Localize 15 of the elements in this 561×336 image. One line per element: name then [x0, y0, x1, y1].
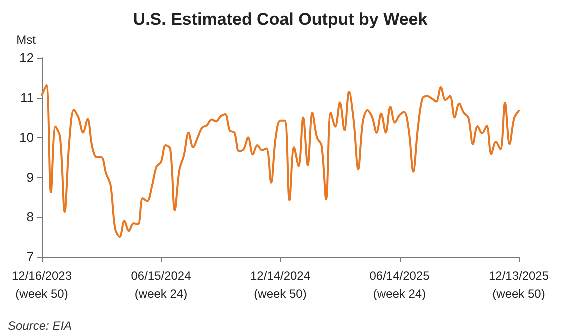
- x-tick-label: 12/13/2025 (week 50): [488, 269, 550, 301]
- x-tick-label: 12/16/2023 (week 50): [12, 269, 72, 301]
- y-tick-label: 11: [20, 90, 34, 106]
- y-axis-title: Mst: [16, 33, 37, 47]
- x-tick-label: 12/14/2024 (week 50): [250, 269, 311, 301]
- source-note: Source: EIA: [8, 319, 72, 333]
- x-tick-label: 06/14/2025 (week 24): [370, 269, 430, 301]
- x-tick-label: 06/15/2024 (week 24): [131, 269, 192, 301]
- y-tick-label: 12: [20, 50, 34, 66]
- y-tick-label: 8: [26, 210, 34, 225]
- line-series: [41, 84, 520, 238]
- y-tick-label: 9: [26, 170, 34, 185]
- y-tick-label: 7: [26, 250, 34, 264]
- chart-title: U.S. Estimated Coal Output by Week: [133, 10, 428, 29]
- y-tick-label: 10: [20, 130, 34, 146]
